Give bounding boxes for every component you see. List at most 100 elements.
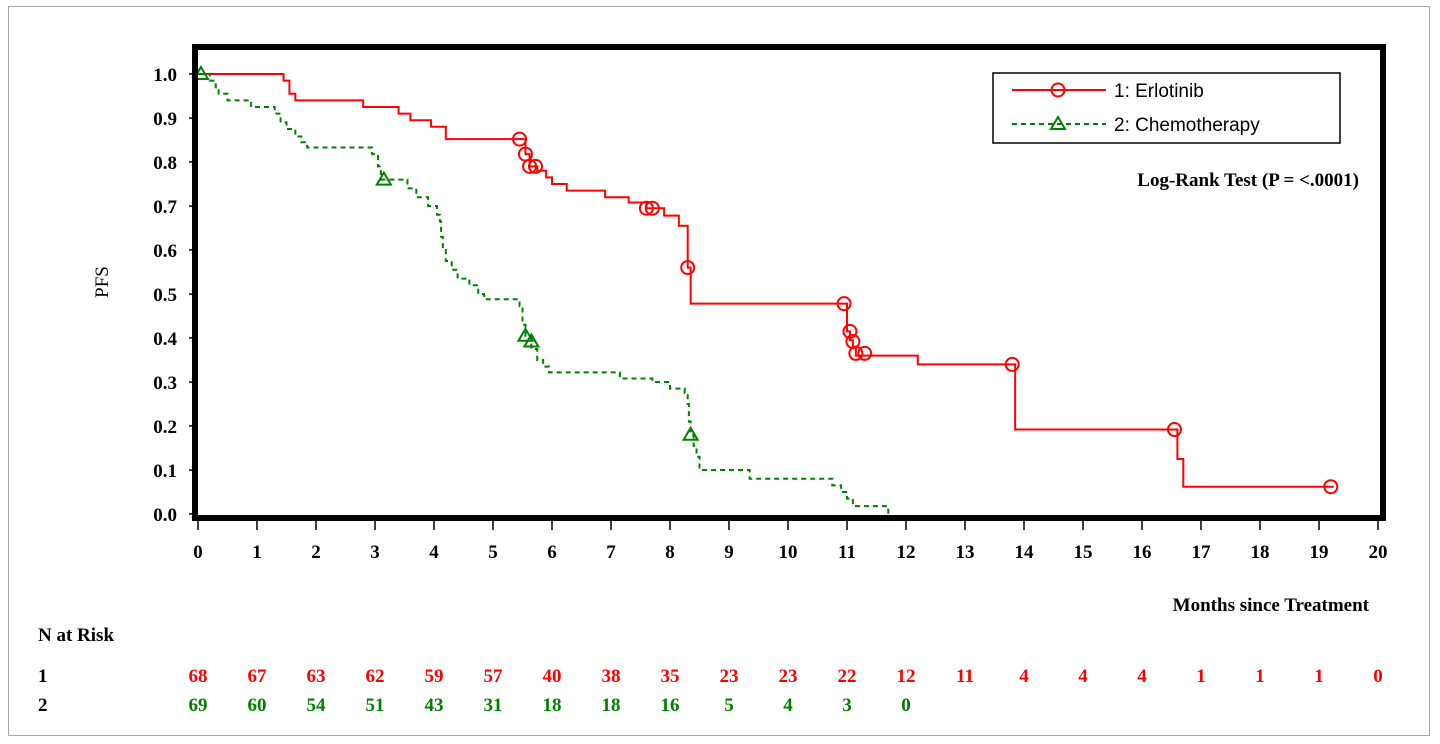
risk-count: 0 [901,695,911,716]
x-tick-label: 17 [1192,542,1212,563]
y-tick-label: 0.5 [153,285,177,306]
x-tick-label: 6 [547,542,557,563]
censor-marker-circle [842,323,858,339]
risk-table: 1 68 67 63 62 59 57 40 38 35 23 23 22 12 11 4 4 4 1 1 1 02 69 6… [38,666,1383,716]
censor-marker-circle [512,131,528,147]
risk-count: 54 [307,695,327,716]
y-tick-label: 0.4 [153,329,177,350]
x-tick-label: 3 [370,542,380,563]
risk-count: 5 [724,695,734,716]
censor-marker-triangle [681,425,700,441]
legend-label-2: 2: Chemotherapy [1114,115,1260,136]
risk-count: 1 [1196,666,1206,687]
y-tick-label: 0.0 [153,505,177,526]
y-axis: 0.0 0.1 0.2 0.3 0.4 0.5 0.6 0.7 0.8 0.9 1.0 [153,65,198,526]
x-tick-label: 13 [956,542,975,563]
censor-marker-circle [1166,422,1182,438]
legend: 1: Erlotinib 2: Chemotherapy [1012,81,1260,136]
censor-marker-circle [1004,356,1020,372]
x-tick-label: 18 [1251,542,1270,563]
risk-count: 68 [189,666,208,687]
y-tick-label: 0.7 [153,197,177,218]
x-tick-label: 9 [724,542,734,563]
risk-count: 22 [838,666,857,687]
y-tick-label: 0.3 [153,373,177,394]
plot-border [192,44,1386,521]
censor-marker-circle [1323,479,1339,495]
censor-marker-triangle [516,326,535,342]
risk-count: 40 [543,666,562,687]
risk-group-label: 2 [38,695,48,716]
y-tick-label: 0.1 [153,461,177,482]
y-tick-label: 0.2 [153,417,177,438]
risk-count: 1 [1314,666,1324,687]
censor-marker-circle [1050,82,1066,98]
x-tick-label: 4 [429,542,439,563]
risk-count: 16 [661,695,680,716]
censor-marker-circle [522,158,538,174]
risk-count: 4 [783,695,793,716]
x-tick-label: 20 [1369,542,1388,563]
y-tick-label: 0.9 [153,109,177,130]
x-tick-label: 8 [665,542,675,563]
risk-count: 31 [484,695,503,716]
x-tick-label: 1 [252,542,262,563]
x-tick-label: 12 [897,542,916,563]
risk-group-label: 1 [38,666,48,687]
y-tick-label: 0.6 [153,241,177,262]
risk-count: 12 [897,666,916,687]
censor-marker-circle [644,200,660,216]
risk-count: 59 [425,666,444,687]
risk-count: 38 [602,666,621,687]
series-layer [192,65,1339,514]
risk-count: 0 [1373,666,1383,687]
x-tick-label: 2 [311,542,321,563]
x-tick-label: 7 [606,542,616,563]
risk-count: 3 [842,695,852,716]
x-tick-label: 0 [193,542,203,563]
risk-count: 69 [189,695,208,716]
legend-box [992,72,1341,144]
legend-label-1: 1: Erlotinib [1114,81,1204,102]
censor-marker-triangle [1049,115,1067,130]
x-tick-label: 16 [1133,542,1152,563]
risk-count: 18 [602,695,621,716]
x-axis: 0 1 2 3 4 5 6 7 8 9 10 11 12 13 14 15 16 17 18 19 20 [193,518,1388,563]
x-tick-label: 5 [488,542,498,563]
risk-count: 4 [1078,666,1088,687]
series-1 [198,73,1339,495]
censor-marker-circle [680,260,696,276]
risk-count: 62 [366,666,385,687]
x-tick-label: 10 [779,542,798,563]
risk-count: 60 [248,695,267,716]
censor-marker-circle [638,200,654,216]
censor-marker-triangle [375,170,393,186]
risk-count: 18 [543,695,562,716]
risk-count: 63 [307,666,326,687]
censor-marker-circle [527,158,543,174]
x-axis-label: Months since Treatment [1173,595,1370,616]
risk-count: 35 [661,666,680,687]
series-2 [192,65,890,514]
x-tick-label: 14 [1015,542,1035,563]
risk-count: 4 [1019,666,1029,687]
censor-marker-triangle [522,332,541,348]
risk-count: 4 [1137,666,1147,687]
y-tick-label: 1.0 [153,65,177,86]
x-tick-label: 19 [1310,542,1329,563]
risk-count: 67 [248,666,268,687]
risk-count: 1 [1255,666,1265,687]
x-tick-label: 15 [1074,542,1093,563]
risk-count: 51 [366,695,385,716]
risk-count: 11 [956,666,974,687]
censor-marker-circle [848,345,864,361]
log-rank-annotation: Log-Rank Test (P = <.0001) [1137,170,1359,191]
x-tick-label: 11 [838,542,856,563]
y-tick-label: 0.8 [153,153,177,174]
km-curve-2 [198,73,890,514]
risk-count: 23 [720,666,739,687]
risk-table-title: N at Risk [38,625,114,646]
risk-count: 23 [779,666,798,687]
censor-marker-circle [857,345,873,361]
